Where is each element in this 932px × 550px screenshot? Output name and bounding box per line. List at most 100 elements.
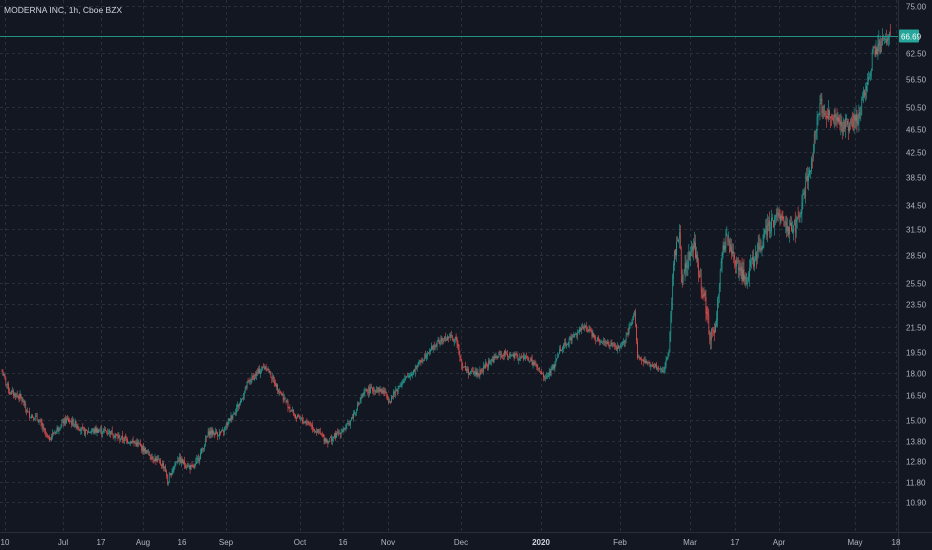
candle-body: [860, 113, 862, 116]
symbol-label[interactable]: MODERNA INC, 1h, Cboe BZX: [4, 5, 122, 15]
candle-body: [858, 112, 860, 123]
candle-body: [354, 412, 355, 413]
candle-body: [79, 429, 81, 431]
candle-body: [566, 344, 568, 345]
candle-body: [186, 466, 188, 468]
time-axis[interactable]: 10 Jul 17 Aug 16 Sep Oct 16 Nov Dec 2020 Feb Mar 17 Ap…: [0, 532, 932, 548]
candle-body: [582, 326, 583, 328]
candle-body: [561, 349, 562, 352]
candle-body: [19, 393, 21, 398]
candle-body: [332, 438, 333, 442]
x-tick-label: Apr: [773, 538, 786, 547]
y-tick-label: 42.50: [906, 149, 927, 158]
candle-body: [779, 215, 781, 221]
candle-body: [856, 115, 858, 124]
candle-body: [266, 370, 268, 371]
candle-body: [454, 336, 456, 340]
candle-body: [781, 215, 783, 219]
candle-body: [466, 369, 467, 371]
candle-body: [762, 241, 764, 248]
candle-body: [885, 39, 886, 40]
x-tick-label: Oct: [294, 538, 307, 547]
candle-body: [603, 341, 605, 343]
candle-body: [162, 463, 163, 466]
candle-body: [498, 353, 500, 358]
candle-body: [545, 378, 546, 379]
candle-body: [62, 420, 64, 423]
candle-body: [176, 461, 178, 463]
candle-body: [441, 338, 443, 341]
candle-body: [773, 220, 774, 228]
candle-body: [239, 403, 240, 406]
candle-body: [461, 360, 463, 368]
candle-body: [438, 339, 440, 344]
candle-body: [14, 393, 15, 397]
candle-body: [168, 475, 170, 483]
candle-body: [261, 366, 263, 370]
candle-body: [182, 459, 183, 464]
price-axis[interactable]: 75.00 62.50 56.50 50.50 46.50 42.50 38.50 34.50…: [898, 0, 927, 550]
candle-body: [99, 430, 101, 432]
candle-body: [370, 387, 371, 394]
candle-body: [617, 346, 618, 350]
candle-body: [601, 342, 602, 343]
candle-body: [740, 267, 742, 272]
candle-body: [299, 416, 300, 419]
candle-body: [798, 215, 800, 217]
candle-body: [503, 354, 504, 357]
candle-body: [150, 457, 152, 460]
candle-body: [312, 424, 313, 429]
candle-body: [622, 341, 624, 343]
last-price-badge[interactable]: [899, 29, 919, 43]
candle-body: [325, 438, 327, 442]
candle-body: [777, 213, 779, 215]
candle-body: [305, 421, 307, 424]
candle-body: [432, 345, 433, 350]
candle-body: [342, 429, 344, 432]
candle-body: [109, 430, 110, 434]
candle-body: [463, 367, 465, 368]
candle-body: [567, 344, 569, 346]
candle-body: [501, 355, 503, 358]
candle-body: [674, 251, 675, 266]
candle-body: [154, 458, 156, 462]
candle-body: [21, 398, 23, 402]
candle-body: [512, 353, 514, 356]
candle-body: [73, 425, 75, 427]
candle-body: [449, 337, 450, 339]
candle-body: [398, 386, 400, 387]
candle-body: [878, 40, 880, 46]
candle-body: [459, 354, 461, 358]
candle-body: [679, 232, 681, 250]
candle-body: [626, 333, 628, 335]
candle-body: [585, 325, 587, 329]
candle-body: [174, 464, 176, 467]
candle-body: [54, 432, 56, 434]
candle-body: [55, 429, 57, 434]
y-tick-label: 10.90: [906, 499, 927, 508]
candle-body: [543, 373, 544, 378]
candle-body: [702, 294, 704, 298]
candles: [1, 23, 891, 486]
candle-body: [748, 274, 750, 281]
candle-body: [578, 332, 579, 334]
candle-body: [761, 246, 763, 251]
candle-body: [560, 348, 561, 352]
candle-body: [660, 368, 661, 370]
candle-body: [257, 372, 258, 374]
candle-body: [733, 251, 734, 254]
candle-body: [818, 113, 820, 115]
candle-body: [233, 412, 235, 415]
candle-body: [317, 429, 318, 433]
candle-body: [129, 441, 131, 444]
candle-body: [105, 429, 106, 431]
candle-body: [316, 431, 317, 433]
candle-body: [381, 390, 383, 393]
candle-body: [888, 35, 889, 40]
candle-body: [272, 375, 274, 379]
candle-body: [27, 411, 28, 413]
candle-body: [706, 312, 708, 315]
candle-body: [183, 460, 184, 464]
